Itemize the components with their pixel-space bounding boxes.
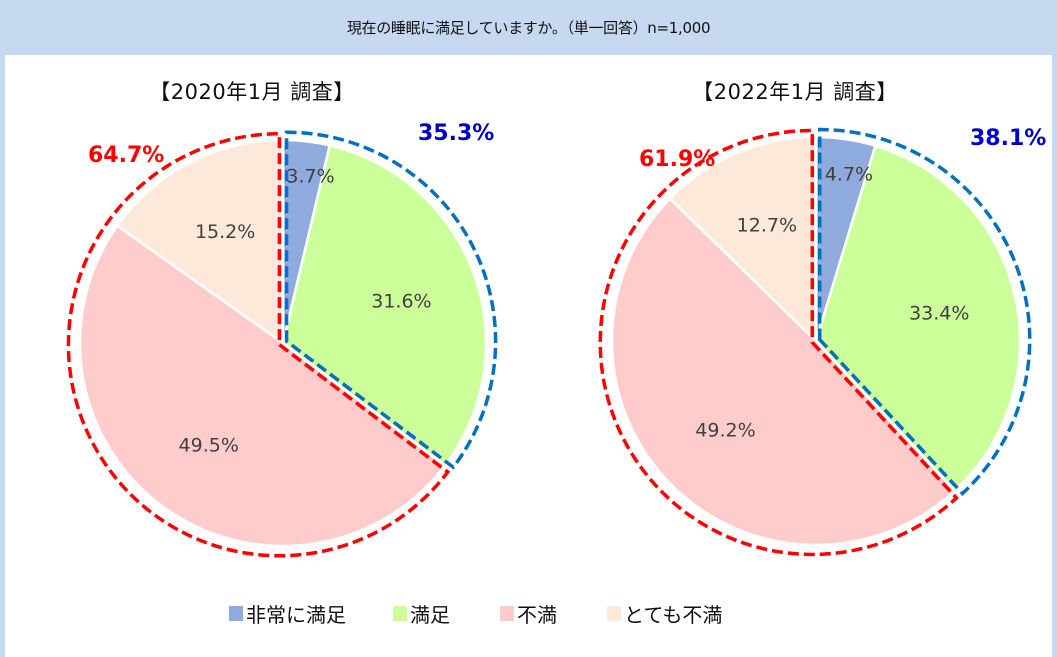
satisfied-group-outline	[817, 127, 1032, 496]
pie-chart-2020: 3.7% 31.6% 49.5% 15.2% 35.3% 64.7%	[66, 121, 498, 558]
chart-title-2022: 【2022年1月 調査】	[692, 80, 898, 104]
pie-slice-satisfied	[281, 143, 488, 468]
dissatisfied-group-outline	[598, 128, 959, 557]
legend-item-very-dissatisfied: とても不満	[607, 599, 722, 628]
pie-slice-dissatisfied	[78, 224, 447, 548]
legend-swatch-very-dissatisfied	[607, 606, 621, 621]
chart-title-2020: 【2020年1月 調査】	[149, 80, 355, 104]
legend-label: 非常に満足	[246, 603, 346, 627]
slice-label-satisfied: 31.6%	[371, 290, 431, 312]
pie-chart-2022: 4.7% 33.4% 49.2% 12.7% 38.1% 61.9%	[598, 126, 1046, 557]
slice-label-satisfied: 33.4%	[909, 303, 969, 325]
dissatisfied-total-label: 61.9%	[639, 147, 715, 172]
pie-slice-very-dissatisfied	[115, 138, 285, 346]
dissatisfied-total-label: 64.7%	[88, 143, 164, 168]
legend-swatch-very-satisfied	[229, 606, 243, 621]
satisfied-group-outline	[284, 130, 498, 470]
pie-slice-very-dissatisfied	[668, 135, 818, 344]
legend-swatch-satisfied	[393, 606, 407, 621]
pie-slice-dissatisfied	[610, 196, 957, 547]
question-text: 現在の睡眠に満足していますか。（単一回答）n=1,000	[346, 19, 711, 37]
slice-label-very-satisfied: 4.7%	[825, 164, 873, 186]
legend-item-dissatisfied: 不満	[500, 599, 557, 628]
legend-label: とても不満	[624, 603, 723, 627]
legend-label: 不満	[517, 603, 557, 627]
dissatisfied-group-outline	[66, 132, 451, 558]
legend-item-very-satisfied: 非常に満足	[229, 599, 346, 628]
slice-label-dissatisfied: 49.2%	[695, 419, 755, 441]
legend-swatch-dissatisfied	[500, 606, 514, 621]
slice-label-very-dissatisfied: 15.2%	[195, 221, 255, 243]
slice-label-dissatisfied: 49.5%	[179, 435, 239, 457]
legend-item-satisfied: 満足	[393, 599, 450, 628]
legend-label: 満足	[410, 603, 450, 627]
slice-label-very-satisfied: 3.7%	[286, 166, 334, 188]
slice-label-very-dissatisfied: 12.7%	[737, 214, 797, 236]
legend: 非常に満足 満足 不満 とても不満	[0, 599, 1057, 629]
satisfied-total-label: 38.1%	[970, 126, 1046, 151]
pie-slice-satisfied	[814, 144, 1022, 493]
satisfied-total-label: 35.3%	[418, 121, 494, 146]
question-header: 現在の睡眠に満足していますか。（単一回答）n=1,000	[0, 0, 1057, 55]
